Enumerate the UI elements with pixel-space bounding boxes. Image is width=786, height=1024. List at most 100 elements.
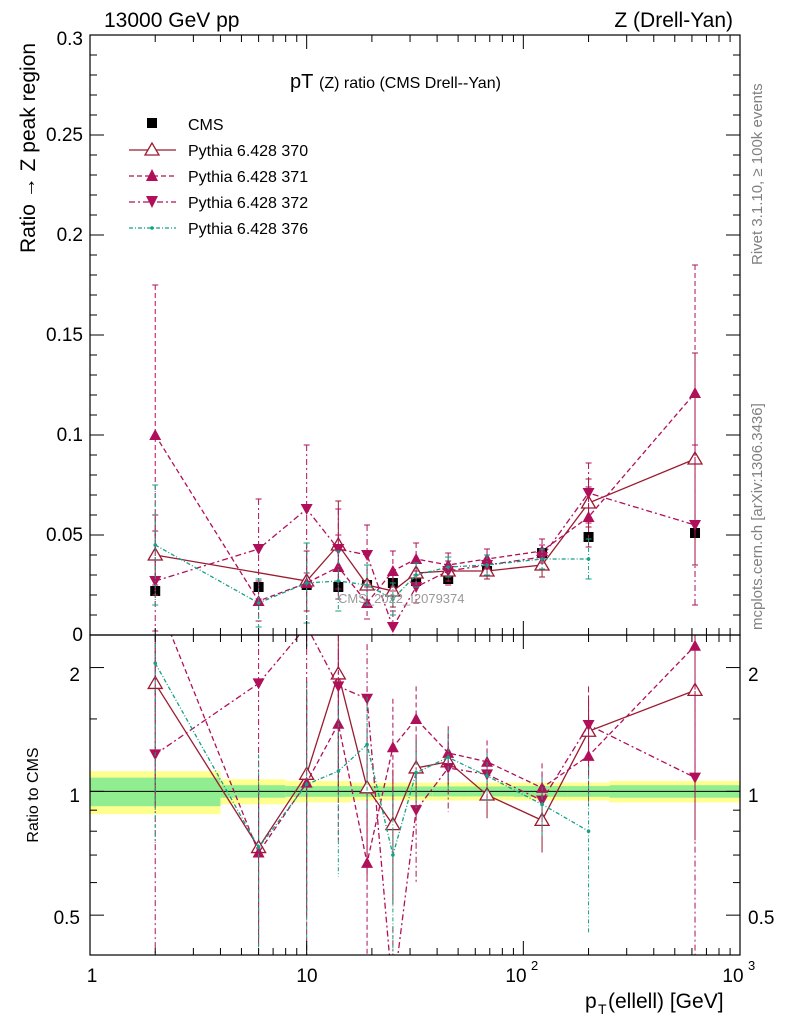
data-point — [485, 563, 489, 567]
analysis-watermark: CMS_2022_I2079374 — [338, 591, 465, 606]
series-ratio-p376 — [153, 635, 591, 955]
ratio-point — [586, 829, 591, 834]
legend-label: Pythia 6.428 376 — [188, 221, 308, 238]
series-line — [155, 458, 696, 592]
series-main-data — [150, 528, 701, 596]
ratio-point — [332, 681, 345, 693]
ratio-point — [252, 678, 265, 690]
ratio-point — [256, 845, 261, 850]
legend-label: Pythia 6.428 370 — [188, 143, 308, 160]
legend-marker-371 — [146, 169, 158, 181]
xtick-label-exponent: 2 — [531, 958, 538, 973]
series-line — [155, 492, 696, 629]
plot-title-main: pT — [290, 71, 313, 93]
ratio-plot-frame — [89, 634, 741, 956]
data-point — [149, 429, 162, 440]
main-ytick-label: 0.05 — [46, 525, 83, 546]
mcplots-label: mcplots.cern.ch [arXiv:1306.3436] — [749, 403, 766, 630]
legend-marker-cms — [147, 118, 157, 128]
data-point — [365, 583, 369, 587]
ratio-ytick-label: 1 — [69, 786, 80, 807]
xtick-label: 10 — [296, 966, 317, 987]
data-point — [586, 557, 591, 561]
rivet-version-label: Rivet 3.1.10, ≥ 100k events — [749, 83, 766, 265]
data-point — [386, 622, 399, 633]
data-point — [252, 544, 265, 555]
data-point — [332, 544, 345, 555]
data-point — [386, 565, 399, 576]
plot-title-rest: (Z) ratio (CMS Drell--Yan) — [319, 75, 501, 92]
legend-label: CMS — [188, 117, 224, 134]
ratio-point — [361, 856, 374, 868]
xtick-label: 10 — [505, 966, 526, 987]
ratio-point — [446, 755, 450, 760]
data-point — [391, 597, 395, 601]
data-point — [582, 488, 595, 499]
data-point — [446, 565, 450, 569]
main-ylabel: Ratio → Z peak region — [17, 43, 40, 253]
legend-label: Pythia 6.428 371 — [188, 169, 308, 186]
ratio-ylabel: Ratio to CMS — [25, 747, 42, 842]
main-ytick-label: 0.15 — [46, 325, 83, 346]
energy-label: 13000 GeV pp — [104, 9, 239, 32]
ratio-point — [689, 772, 702, 784]
ratio-ytick-label: 2 — [69, 665, 80, 686]
series-line — [154, 392, 696, 605]
data-point — [304, 581, 309, 585]
legend-marker-372 — [146, 196, 158, 208]
main-ytick-label: 0.3 — [57, 29, 83, 50]
data-point — [410, 553, 423, 564]
process-label: Z (Drell-Yan) — [614, 9, 733, 32]
ratio-point — [252, 846, 265, 858]
ratio-point — [304, 782, 309, 787]
series-main-p376 — [152, 484, 592, 628]
series-layer — [147, 264, 704, 955]
xtick-label-exponent: 3 — [748, 958, 755, 973]
xtick-label: 1 — [87, 966, 98, 987]
series-main-p372 — [149, 444, 702, 635]
main-ytick-label: 0.2 — [57, 225, 83, 246]
ratio-point — [689, 639, 702, 651]
ratio-point — [582, 719, 595, 731]
series-main-p371 — [149, 264, 702, 624]
ratio-line — [170, 635, 696, 864]
ratio-line — [154, 635, 696, 955]
main-ytick-label: 0 — [72, 625, 83, 646]
data-point — [414, 573, 418, 577]
main-ytick-label: 0.25 — [46, 125, 83, 146]
ratio-point — [536, 795, 549, 807]
ratio-point — [414, 770, 418, 775]
xtick-label: 10 — [722, 966, 743, 987]
ratio-ytick-label-right: 1 — [748, 786, 759, 807]
ratio-point — [540, 802, 544, 807]
ratio-point — [386, 741, 399, 753]
xlabel-subscript: T — [598, 1001, 607, 1017]
series-ratio-p371 — [154, 635, 702, 955]
ratio-point — [410, 712, 423, 724]
ratio-line — [154, 671, 696, 849]
data-point — [689, 520, 702, 531]
ratio-point — [410, 805, 423, 817]
series-line — [154, 544, 589, 604]
data-point — [336, 579, 341, 583]
legend-label: Pythia 6.428 372 — [188, 195, 308, 212]
legend-marker-376 — [150, 226, 154, 230]
xlabel-p: p — [585, 990, 597, 1013]
main-ytick-label: 0.1 — [57, 425, 83, 446]
ratio-ytick-label: 0.5 — [54, 908, 80, 929]
series-ratio-p372 — [149, 635, 702, 955]
ratio-point — [365, 742, 369, 747]
ratio-ytick-label-right: 2 — [748, 665, 759, 686]
ratio-point — [153, 661, 158, 665]
ratio-point — [485, 774, 489, 778]
legend: CMS Pythia 6.428 370 Pythia 6.428 371 Py… — [129, 117, 308, 238]
data-point — [540, 557, 544, 561]
data-point — [256, 601, 261, 605]
data-point — [153, 543, 158, 547]
data-point — [300, 504, 313, 515]
legend-marker-370 — [143, 141, 161, 156]
axis-ticks — [89, 34, 741, 955]
ratio-point — [582, 749, 595, 761]
